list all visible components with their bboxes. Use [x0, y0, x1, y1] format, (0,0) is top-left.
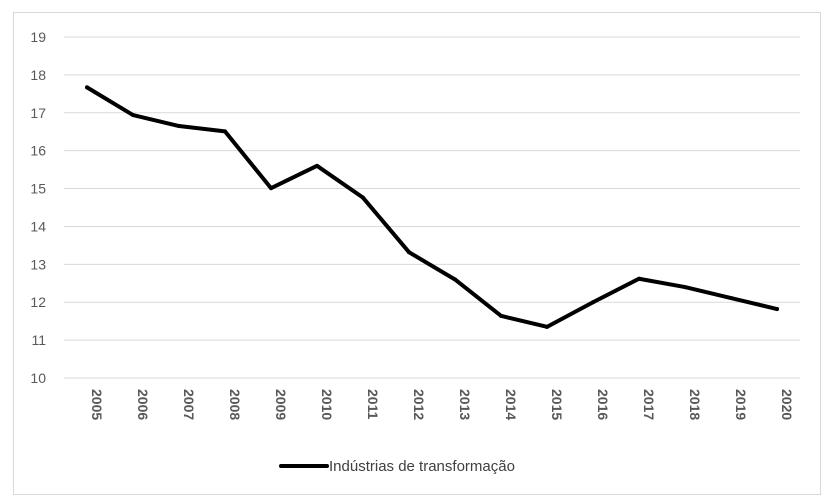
- data-point: [85, 85, 89, 90]
- legend-label: Indústrias de transformação: [329, 458, 515, 475]
- series-layer: [85, 85, 779, 329]
- y-axis-ticks: 10 11 12 13 14 15 16 17 18 19: [30, 29, 46, 386]
- data-point: [453, 277, 457, 282]
- x-tick-label: 2007: [181, 389, 197, 420]
- data-point: [177, 124, 181, 129]
- x-tick-label: 2020: [779, 389, 795, 420]
- x-tick-label: 2013: [457, 389, 473, 420]
- data-point: [591, 300, 595, 305]
- x-tick-label: 2017: [641, 389, 657, 420]
- data-point: [361, 195, 365, 200]
- y-tick-label: 19: [30, 29, 46, 45]
- x-tick-label: 2008: [227, 389, 243, 420]
- x-tick-label: 2015: [549, 389, 565, 420]
- y-tick-label: 11: [31, 332, 46, 348]
- data-point: [683, 285, 687, 290]
- y-tick-label: 10: [30, 370, 46, 386]
- data-point: [269, 186, 273, 191]
- y-tick-label: 17: [30, 105, 46, 121]
- x-tick-label: 2014: [503, 389, 519, 420]
- data-point: [545, 324, 549, 329]
- x-tick-label: 2005: [89, 389, 105, 420]
- series-line: [85, 85, 779, 329]
- data-point: [407, 250, 411, 255]
- x-axis-ticks: 2005 2006 2007 2008 2009 2010 2011 2012 2013 2014…: [89, 389, 795, 420]
- data-point: [499, 313, 503, 318]
- x-tick-label: 2012: [411, 389, 427, 420]
- x-tick-label: 2009: [273, 389, 289, 420]
- y-tick-label: 16: [30, 143, 46, 159]
- x-tick-label: 2006: [135, 389, 151, 420]
- grid-lines: [64, 36, 800, 379]
- x-tick-label: 2016: [595, 389, 611, 420]
- chart-frame: [13, 12, 821, 495]
- x-tick-label: 2011: [365, 389, 381, 420]
- y-tick-label: 13: [30, 256, 46, 272]
- data-point: [637, 276, 641, 281]
- y-tick-label: 15: [30, 181, 46, 197]
- x-tick-label: 2019: [733, 389, 749, 420]
- data-point: [223, 129, 227, 134]
- y-tick-label: 18: [30, 67, 46, 83]
- y-tick-label: 12: [30, 294, 46, 310]
- data-point: [729, 296, 733, 301]
- data-point: [775, 307, 779, 312]
- y-tick-label: 14: [30, 218, 46, 234]
- x-tick-label: 2010: [319, 389, 335, 420]
- data-point: [131, 113, 135, 118]
- x-tick-label: 2018: [687, 389, 703, 420]
- legend: Indústrias de transformação: [279, 458, 515, 475]
- data-point: [315, 163, 319, 168]
